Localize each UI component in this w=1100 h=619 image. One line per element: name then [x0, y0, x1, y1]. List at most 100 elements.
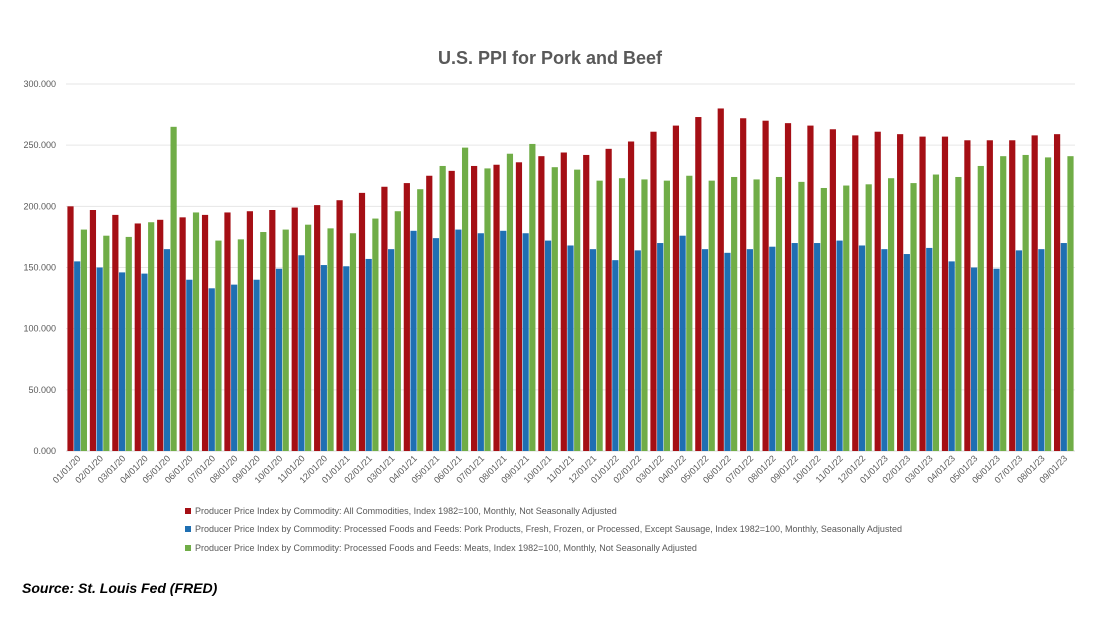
bar-all-commodities: [358, 192, 366, 452]
bar-pork: [253, 279, 260, 451]
bar-all-commodities: [89, 210, 97, 451]
bar-all-commodities: [448, 170, 455, 451]
bar-pork: [836, 240, 843, 451]
bar-pork: [858, 245, 866, 451]
bar-all-commodities: [515, 162, 523, 451]
bar-pork: [746, 249, 753, 451]
bar-meats: [574, 169, 581, 451]
bar-pork: [141, 273, 148, 451]
bar-all-commodities: [852, 135, 859, 451]
bar-all-commodities: [740, 118, 747, 452]
bar-meats: [955, 176, 962, 451]
bar-pork: [769, 246, 776, 451]
bar-meats: [260, 232, 267, 451]
y-tick-label: 50.000: [28, 385, 56, 395]
bar-meats: [641, 179, 648, 452]
bar-pork: [477, 233, 484, 451]
bar-meats: [305, 224, 312, 451]
bar-meats: [170, 126, 177, 452]
bar-pork: [544, 240, 552, 451]
bar-all-commodities: [874, 131, 881, 451]
bar-all-commodities: [583, 154, 590, 451]
bar-pork: [971, 267, 978, 451]
bar-pork: [500, 230, 507, 451]
bar-meats: [551, 167, 558, 452]
bar-meats: [192, 212, 200, 451]
bar-meats: [125, 236, 132, 451]
bar-all-commodities: [538, 156, 545, 451]
legend-swatch: [185, 545, 191, 551]
bar-all-commodities: [627, 141, 635, 451]
legend-swatch: [185, 526, 191, 532]
legend-label: Producer Price Index by Commodity: Proce…: [195, 543, 697, 553]
bar-meats: [618, 178, 626, 452]
bar-meats: [394, 211, 401, 451]
bar-all-commodities: [67, 206, 74, 451]
bar-meats: [731, 176, 738, 451]
bar-pork: [1060, 243, 1067, 451]
bar-meats: [237, 239, 244, 451]
bar-pork: [701, 249, 709, 451]
bar-meats: [461, 147, 469, 451]
bar-pork: [208, 288, 215, 451]
bar-pork: [1038, 249, 1045, 451]
bar-meats: [910, 183, 917, 451]
bar-meats: [798, 181, 805, 451]
bar-all-commodities: [471, 165, 478, 452]
y-tick-label: 300.000: [23, 79, 56, 89]
bar-pork: [231, 284, 238, 451]
bar-meats: [439, 165, 446, 452]
bar-meats: [506, 153, 514, 452]
bar-all-commodities: [650, 131, 657, 451]
bar-meats: [888, 178, 895, 452]
bar-pork: [903, 254, 910, 451]
bar-all-commodities: [426, 175, 433, 451]
bar-pork: [881, 249, 888, 451]
bar-all-commodities: [201, 214, 209, 451]
bar-meats: [103, 235, 110, 451]
legend-item-all-commodities: Producer Price Index by Commodity: All C…: [185, 506, 617, 516]
y-tick-label: 200.000: [23, 201, 56, 211]
bar-meats: [865, 184, 872, 451]
legend-swatch: [185, 508, 191, 514]
bar-pork: [365, 258, 372, 451]
bar-all-commodities: [134, 223, 141, 451]
legend-item-pork: Producer Price Index by Commodity: Proce…: [185, 524, 902, 534]
y-tick-label: 150.000: [23, 263, 56, 273]
bar-all-commodities: [403, 183, 410, 451]
bar-pork: [186, 279, 193, 451]
bar-all-commodities: [112, 214, 119, 451]
bar-pork: [320, 265, 327, 451]
bar-all-commodities: [224, 212, 231, 451]
bar-meats: [708, 180, 715, 452]
bar-all-commodities: [986, 140, 993, 452]
bar-pork: [96, 267, 103, 451]
bar-all-commodities: [1031, 135, 1038, 451]
bar-all-commodities: [807, 125, 814, 452]
legend-item-meats: Producer Price Index by Commodity: Proce…: [185, 543, 697, 553]
bar-all-commodities: [336, 200, 343, 451]
bar-all-commodities: [941, 136, 949, 451]
bar-pork: [275, 268, 283, 451]
bar-all-commodities: [695, 117, 702, 451]
bar-all-commodities: [560, 152, 567, 452]
bar-meats: [753, 179, 760, 452]
bar-pork: [634, 250, 641, 451]
y-tick-label: 0.000: [33, 446, 56, 456]
bar-pork: [724, 252, 731, 451]
bar-meats: [148, 222, 155, 451]
bar-pork: [657, 243, 664, 451]
bar-meats: [417, 189, 424, 451]
source-note: Source: St. Louis Fed (FRED): [22, 580, 218, 596]
bar-meats: [1022, 154, 1029, 451]
bar-pork: [298, 255, 305, 451]
bar-pork: [567, 245, 574, 451]
bar-pork: [589, 249, 597, 451]
bar-meats: [1044, 157, 1052, 451]
bar-pork: [791, 243, 798, 451]
bar-all-commodities: [179, 217, 186, 451]
bar-pork: [388, 249, 395, 451]
bar-all-commodities: [717, 108, 724, 451]
bar-pork: [948, 261, 955, 451]
